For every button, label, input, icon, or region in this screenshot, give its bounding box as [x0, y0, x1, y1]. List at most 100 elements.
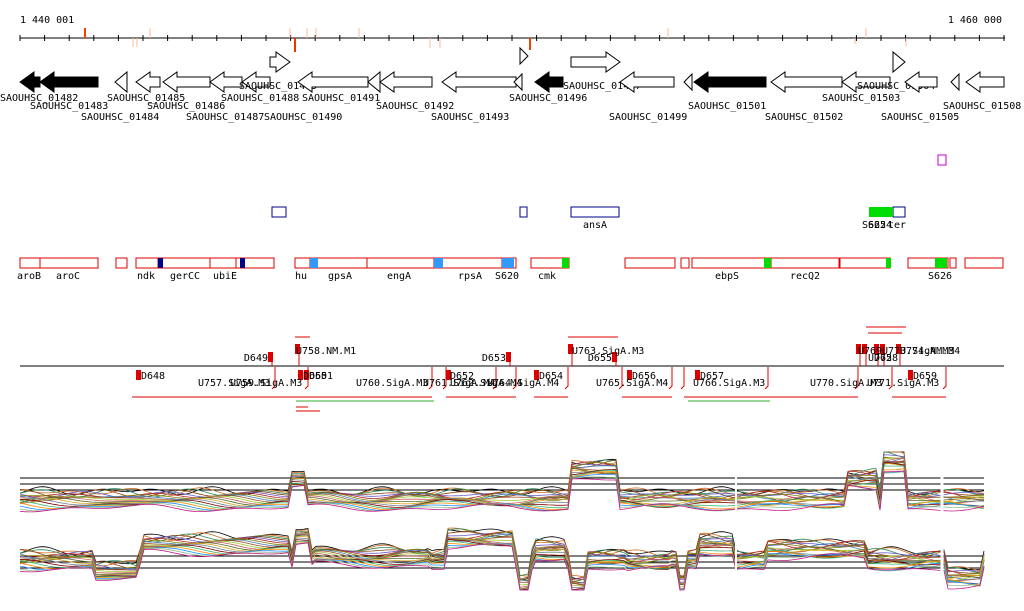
transcript-flag[interactable] [506, 352, 511, 362]
blue-feature-box[interactable] [519, 206, 528, 218]
transcript-flag[interactable] [268, 352, 273, 362]
gene-arrow[interactable] [892, 50, 906, 74]
gene-arrow[interactable] [441, 71, 517, 93]
transcript-label: D653 [482, 353, 506, 364]
red-feature-box[interactable] [964, 257, 1004, 269]
transcript-flag[interactable] [136, 370, 141, 380]
red-feature-box[interactable] [680, 257, 690, 269]
gene-arrow[interactable] [570, 51, 621, 73]
gene-arrow[interactable] [114, 70, 128, 94]
gene-arrow-small[interactable] [519, 46, 529, 66]
transcript-label: D659 [913, 371, 937, 382]
gene-arrow[interactable] [297, 71, 369, 93]
red-feature-box[interactable] [19, 257, 41, 269]
transcript-flag[interactable] [295, 344, 300, 354]
blue-feature-box[interactable] [892, 206, 906, 218]
transcript-flag[interactable] [627, 370, 632, 380]
red-feature-box[interactable] [115, 257, 128, 269]
transcript-end-mark [888, 367, 893, 390]
transcript-flag[interactable] [612, 352, 617, 362]
ruler-end-label: 1 460 000 [948, 15, 1002, 26]
red-feature-box[interactable] [209, 257, 237, 269]
transcript-label: D650 [303, 371, 327, 382]
red-feature-box[interactable] [770, 257, 840, 269]
gene-label: SAOUHSC_01499 [609, 112, 687, 123]
red-feature-box[interactable] [839, 257, 891, 269]
blue-feature-box[interactable] [271, 206, 287, 218]
transcript-label: D657 [700, 371, 724, 382]
gene-arrow[interactable] [241, 71, 271, 93]
transcript-end-mark [442, 367, 447, 390]
transcript-label: U769 [858, 346, 882, 357]
gene-label: SAOUHSC_01493 [431, 112, 509, 123]
transcript-flag[interactable] [304, 370, 309, 380]
transcript-flag[interactable] [896, 344, 901, 354]
gene-label: SAOUHSC_01486 [147, 101, 225, 112]
red-feature-box[interactable] [157, 257, 211, 269]
coordinate-ruler: 1 440 001 1 460 000 [19, 15, 1005, 52]
red-feature-label: aroB [17, 271, 41, 282]
transcript-flag[interactable] [862, 344, 867, 354]
gene-track: SAOUHSC_01482SAOUHSC_01483SAOUHSC_01484S… [0, 46, 1021, 123]
red-feature-box[interactable] [366, 257, 435, 269]
transcript-flag[interactable] [856, 344, 861, 354]
red-feature-label: ndk [137, 271, 155, 282]
transcript-end-mark [942, 367, 947, 390]
gene-label: SAOUHSC_01482 [0, 93, 78, 104]
gene-arrow[interactable] [965, 71, 1005, 93]
gene-arrow[interactable] [534, 71, 564, 93]
gene-arrow[interactable] [379, 71, 433, 93]
gene-arrow[interactable] [841, 71, 891, 93]
gene-arrow-small[interactable] [683, 72, 693, 92]
gene-arrow[interactable] [162, 71, 211, 93]
gene-arrow-small[interactable] [950, 72, 960, 92]
red-feature-box[interactable] [135, 257, 159, 269]
transcript-flag[interactable] [908, 370, 913, 380]
transcript-flag[interactable] [880, 344, 885, 354]
feature-highlight [935, 258, 947, 268]
red-feature-box[interactable] [309, 257, 368, 269]
red-feature-box[interactable] [624, 257, 676, 269]
transcript-flag[interactable] [695, 370, 700, 380]
transcript-label: U762.SigA.M4 [450, 378, 522, 389]
gene-arrow[interactable] [904, 71, 938, 93]
red-feature-box[interactable] [949, 257, 957, 269]
transcript-label: U773.SigA.M3 [882, 346, 954, 357]
gene-arrow-small[interactable] [513, 72, 523, 92]
red-feature-label: aroC [56, 271, 80, 282]
transcript-label: D656 [632, 371, 656, 382]
transcript-end-mark [618, 367, 623, 390]
blue-feature-box[interactable] [570, 206, 620, 218]
gene-arrow[interactable] [619, 71, 675, 93]
red-feature-box[interactable] [907, 257, 949, 269]
red-feature-box[interactable] [235, 257, 275, 269]
transcript-flag[interactable] [534, 370, 539, 380]
red-feature-box[interactable] [433, 257, 509, 269]
gene-label: SAOUHSC_01501 [688, 101, 766, 112]
green-feature-box[interactable] [869, 207, 893, 217]
transcript-flag[interactable] [298, 370, 303, 380]
gene-label: SAOUHSC_01490 [264, 112, 342, 123]
gene-arrow[interactable] [39, 71, 99, 93]
gene-arrow[interactable] [209, 71, 243, 93]
gene-label: SAOUHSC_01485 [107, 93, 185, 104]
transcript-flag[interactable] [568, 344, 573, 354]
gene-arrow[interactable] [367, 70, 381, 94]
gene-arrow[interactable] [269, 51, 291, 73]
red-feature-box[interactable] [39, 257, 99, 269]
transcript-end-mark [680, 367, 685, 390]
feature-highlight [310, 258, 318, 268]
feature-highlight [240, 258, 245, 268]
transcript-label: D651 [309, 371, 333, 382]
gene-arrow[interactable] [19, 71, 41, 93]
gene-arrow[interactable] [693, 71, 767, 93]
transcript-flag[interactable] [874, 344, 879, 354]
transcript-label: D658 [874, 353, 898, 364]
red-feature-box[interactable] [691, 257, 772, 269]
gene-arrow[interactable] [135, 71, 161, 93]
gene-arrow[interactable] [770, 71, 843, 93]
expression-profile-line [19, 451, 985, 497]
transcript-flag[interactable] [446, 370, 451, 380]
expression-profile-line [19, 470, 985, 513]
red-feature-box[interactable] [294, 257, 311, 269]
